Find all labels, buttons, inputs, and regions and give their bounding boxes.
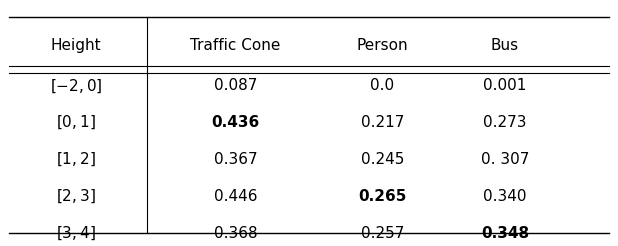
Text: Bus: Bus [491,38,519,53]
Text: 0.217: 0.217 [361,115,404,130]
Text: 0.348: 0.348 [481,226,529,241]
Text: 0.273: 0.273 [483,115,527,130]
Text: 0.436: 0.436 [211,115,260,130]
Text: $[-2, 0]$: $[-2, 0]$ [50,77,103,94]
Text: 0.340: 0.340 [483,189,527,204]
Text: 0.001: 0.001 [483,78,527,93]
Text: 0.368: 0.368 [214,226,257,241]
Text: 0.257: 0.257 [361,226,404,241]
Text: $[1, 2]$: $[1, 2]$ [56,151,96,168]
Text: 0.367: 0.367 [214,152,257,167]
Text: Person: Person [357,38,408,53]
Text: $[3, 4]$: $[3, 4]$ [56,224,96,242]
Text: Height: Height [51,38,101,53]
Text: $[2, 3]$: $[2, 3]$ [56,188,96,205]
Text: 0.087: 0.087 [214,78,257,93]
Text: 0.265: 0.265 [358,189,407,204]
Text: Traffic Cone: Traffic Cone [190,38,281,53]
Text: 0.446: 0.446 [214,189,257,204]
Text: $[0, 1]$: $[0, 1]$ [56,114,96,131]
Text: 0.0: 0.0 [370,78,394,93]
Text: 0. 307: 0. 307 [481,152,529,167]
Text: 0.245: 0.245 [361,152,404,167]
